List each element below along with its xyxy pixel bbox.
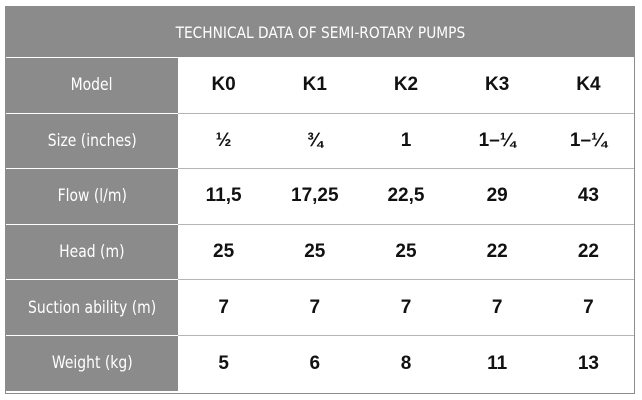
row-label-flow: Flow (l/m): [6, 168, 179, 225]
table-cell: 8: [400, 352, 412, 374]
table-cell: 5: [218, 352, 229, 374]
table-row-model: Model K0 K1 K2 K3 K4: [6, 57, 634, 114]
table-row-flow: Flow (l/m) 11,5 17,25 22,5 29 43: [6, 168, 634, 225]
table-title: TECHNICAL DATA OF SEMI-ROTARY PUMPS: [175, 22, 465, 42]
table-row-head: Head (m) 25 25 25 22 22: [6, 223, 634, 281]
table-cell: 17,25: [269, 168, 361, 225]
table-cell: 7: [360, 279, 452, 336]
table-cell: 22,5: [360, 168, 452, 225]
table-cell: K4: [542, 57, 634, 114]
table-cell: 1: [360, 113, 452, 170]
table-cell: 6: [309, 352, 321, 374]
table-cell: 22: [451, 224, 543, 281]
technical-data-table-frame: TECHNICAL DATA OF SEMI-ROTARY PUMPS Mode…: [5, 6, 635, 394]
table-cell: K3: [451, 57, 543, 114]
table-cell: K0: [178, 57, 270, 114]
table-cell: 11: [487, 352, 508, 374]
table-cell: 25: [178, 224, 270, 281]
table-cell: 7: [542, 279, 634, 336]
table-cell: 22: [542, 224, 634, 281]
table-row-weight: Weight (kg) 5 6 8 11 13: [6, 334, 634, 392]
row-label-model: Model: [6, 57, 179, 114]
technical-data-table: Model K0 K1 K2 K3 K4 Size (inches) ½ ¾ 1…: [6, 57, 634, 392]
row-label-weight: Weight (kg): [6, 334, 179, 392]
table-cell: K1: [269, 57, 361, 114]
table-title-bar: TECHNICAL DATA OF SEMI-ROTARY PUMPS: [6, 7, 634, 57]
table-cell: ½: [178, 113, 270, 170]
table-cell: 13: [577, 352, 599, 374]
table-cell: ¾: [269, 113, 361, 170]
table-cell: 7: [451, 279, 543, 336]
table-cell: 11,5: [178, 168, 270, 225]
row-label-head: Head (m): [6, 223, 179, 281]
table-cell: 1–¼: [542, 113, 634, 170]
table-cell: 25: [269, 224, 361, 281]
table-row-size: Size (inches) ½ ¾ 1 1–¼ 1–¼: [6, 112, 634, 170]
table-cell: 25: [360, 224, 452, 281]
table-cell: 7: [269, 279, 361, 336]
table-cell: 29: [451, 168, 543, 225]
table-cell: 7: [178, 279, 270, 336]
table-cell: K2: [360, 57, 452, 114]
table-row-suction: Suction ability (m) 7 7 7 7 7: [6, 279, 634, 336]
table-cell: 1–¼: [451, 113, 543, 170]
table-cell: 43: [542, 168, 634, 225]
row-label-size: Size (inches): [6, 112, 179, 170]
row-label-suction: Suction ability (m): [6, 279, 179, 336]
